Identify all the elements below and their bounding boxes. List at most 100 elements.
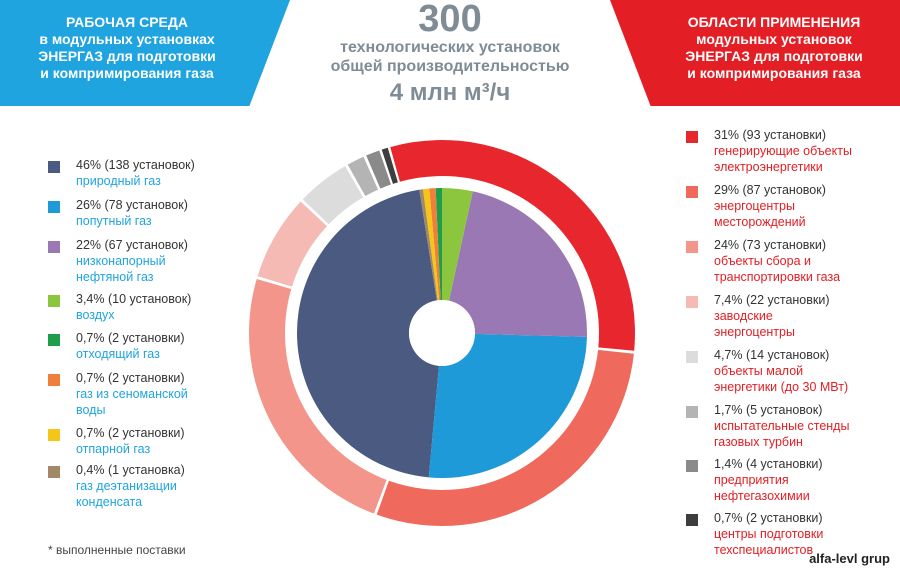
legend-description-line: нефтяной газ (76, 269, 154, 284)
inner-pie-slice (435, 188, 443, 301)
legend-value: 0,7% (2 установки) (76, 426, 185, 440)
legend-value: 0,7% (2 установки) (714, 511, 823, 525)
legend-description-line: воздух (76, 308, 115, 322)
legend-value: 3,4% (10 установок) (76, 292, 192, 306)
legend-description-line: газ из сеноманской (76, 387, 188, 401)
left-banner-line: и компримирования газа (40, 65, 214, 81)
legend-description-line: природный газ (76, 174, 161, 188)
legend-description-line: центры подготовки (714, 527, 824, 541)
footnote: * выполненные поставки (48, 543, 186, 557)
right-banner-line: ЭНЕРГАЗ для подготовки (685, 48, 863, 64)
legend-value: 0,7% (2 установки) (76, 371, 185, 385)
outer-ring-segment (257, 201, 328, 287)
legend-value: 4,7% (14 установок) (714, 348, 830, 362)
legend-value: 0,7% (2 установки) (76, 331, 185, 345)
legend-description-line: предприятия (714, 473, 789, 487)
legend-swatch (686, 460, 698, 472)
legend-swatch (48, 295, 60, 307)
legend-description: энергоцентры месторождений (714, 199, 806, 230)
legend-description: центры подготовки техспециалистов (714, 527, 823, 558)
legend-value: 1,4% (4 установки) (714, 457, 823, 471)
inner-pie-slice (422, 188, 440, 301)
legend-description-line: нефтегазохимии (714, 488, 810, 503)
legend-description-line: отпарной газ (76, 442, 151, 456)
legend-description-line: отходящий газ (76, 347, 160, 361)
legend-swatch (48, 466, 60, 478)
center-title: 300 технологических установок общей прои… (290, 0, 610, 108)
legend-description: низконапорный нефтяной газ (76, 254, 166, 285)
legend-description: испытательные стенды газовых турбин (714, 419, 849, 450)
legend-value: 29% (87 установок) (714, 183, 826, 197)
legend-description: воздух (76, 308, 115, 324)
legend-description: попутный газ (76, 214, 152, 230)
legend-description: заводские энергоцентры (714, 309, 795, 340)
legend-swatch (48, 241, 60, 253)
donut-hole (409, 300, 475, 366)
legend-value: 22% (67 установок) (76, 238, 188, 252)
legend-swatch (686, 186, 698, 198)
right-banner-line: и компримирования газа (687, 65, 861, 81)
legend-description: газ деэтанизации конденсата (76, 479, 177, 510)
legend-value: 24% (73 установки) (714, 238, 827, 252)
legend-description-line: попутный газ (76, 214, 152, 228)
total-count: 300 (418, 0, 482, 40)
legend-description-line: низконапорный (76, 254, 166, 268)
total-capacity: 4 млн м³/ч (389, 79, 511, 106)
left-banner-line: РАБОЧАЯ СРЕДА (66, 14, 188, 30)
legend-value: 1,7% (5 установок) (714, 403, 823, 417)
legend-description-line: воды (76, 402, 106, 417)
left-banner: РАБОЧАЯ СРЕДА в модульных установках ЭНЕ… (0, 0, 290, 106)
legend-value: 0,4% (1 установка) (76, 463, 185, 477)
right-banner-line: ОБЛАСТИ ПРИМЕНЕНИЯ (687, 14, 861, 30)
outer-ring-segment (248, 278, 387, 514)
legend-description-line: конденсата (76, 494, 143, 509)
outer-ring-segment (347, 156, 379, 197)
legend-description-line: месторождений (714, 214, 806, 229)
legend-swatch (686, 351, 698, 363)
legend-description-line: энергоцентры (714, 199, 795, 213)
legend-description-line: газ деэтанизации (76, 479, 177, 493)
outer-ring-segment (376, 349, 634, 526)
legend-description-line: энергетики (до 30 МВт) (714, 379, 849, 394)
legend-description-line: техспециалистов (714, 542, 814, 557)
inner-pie-slice (428, 333, 587, 478)
watermark: alfa-levl grup (809, 551, 890, 566)
inner-pie-slice (429, 188, 441, 301)
legend-description-line: испытательные стенды (714, 419, 850, 433)
legend-swatch (48, 374, 60, 386)
legend-swatch (48, 201, 60, 213)
legend-value: 7,4% (22 установки) (714, 293, 830, 307)
legend-description-line: объекты малой (714, 364, 804, 378)
legend-description: газ из сеноманской воды (76, 387, 188, 418)
legend-description-line: заводские (714, 309, 773, 323)
legend-description: объекты малой энергетики (до 30 МВт) (714, 364, 848, 395)
inner-pie-slice (419, 189, 438, 301)
left-banner-line: в модульных установках (39, 31, 215, 47)
legend-description: предприятия нефтегазохимии (714, 473, 810, 504)
legend-swatch (686, 406, 698, 418)
legend-swatch (48, 429, 60, 441)
legend-description-line: транспортировки газа (714, 269, 841, 284)
legend-swatch (686, 241, 698, 253)
legend-description-line: электроэнергетики (714, 159, 823, 174)
outer-ring-segment (302, 166, 364, 225)
legend-swatch (686, 296, 698, 308)
left-banner-line: ЭНЕРГАЗ для подготовки (38, 48, 216, 64)
legend-value: 31% (93 установки) (714, 128, 827, 142)
legend-description: генерирующие объекты электроэнергетики (714, 144, 852, 175)
outer-ring-segment (381, 147, 398, 184)
outer-ring-segment (390, 140, 635, 351)
legend-description: природный газ (76, 174, 161, 190)
legend-swatch (686, 514, 698, 526)
legend-description: отпарной газ (76, 442, 150, 458)
legend-description-line: газовых турбин (714, 434, 803, 449)
legend-description-line: объекты сбора и (714, 254, 811, 268)
center-subtitle-line: технологических установок (340, 39, 560, 56)
legend-description: объекты сбора и транспортировки газа (714, 254, 840, 285)
legend-description-line: генерирующие объекты (714, 144, 852, 158)
center-subtitle-line: общей производительностью (330, 58, 570, 75)
legend-swatch (686, 131, 698, 143)
legend-description-line: энергоцентры (714, 324, 795, 339)
outer-ring-segment (366, 150, 391, 189)
